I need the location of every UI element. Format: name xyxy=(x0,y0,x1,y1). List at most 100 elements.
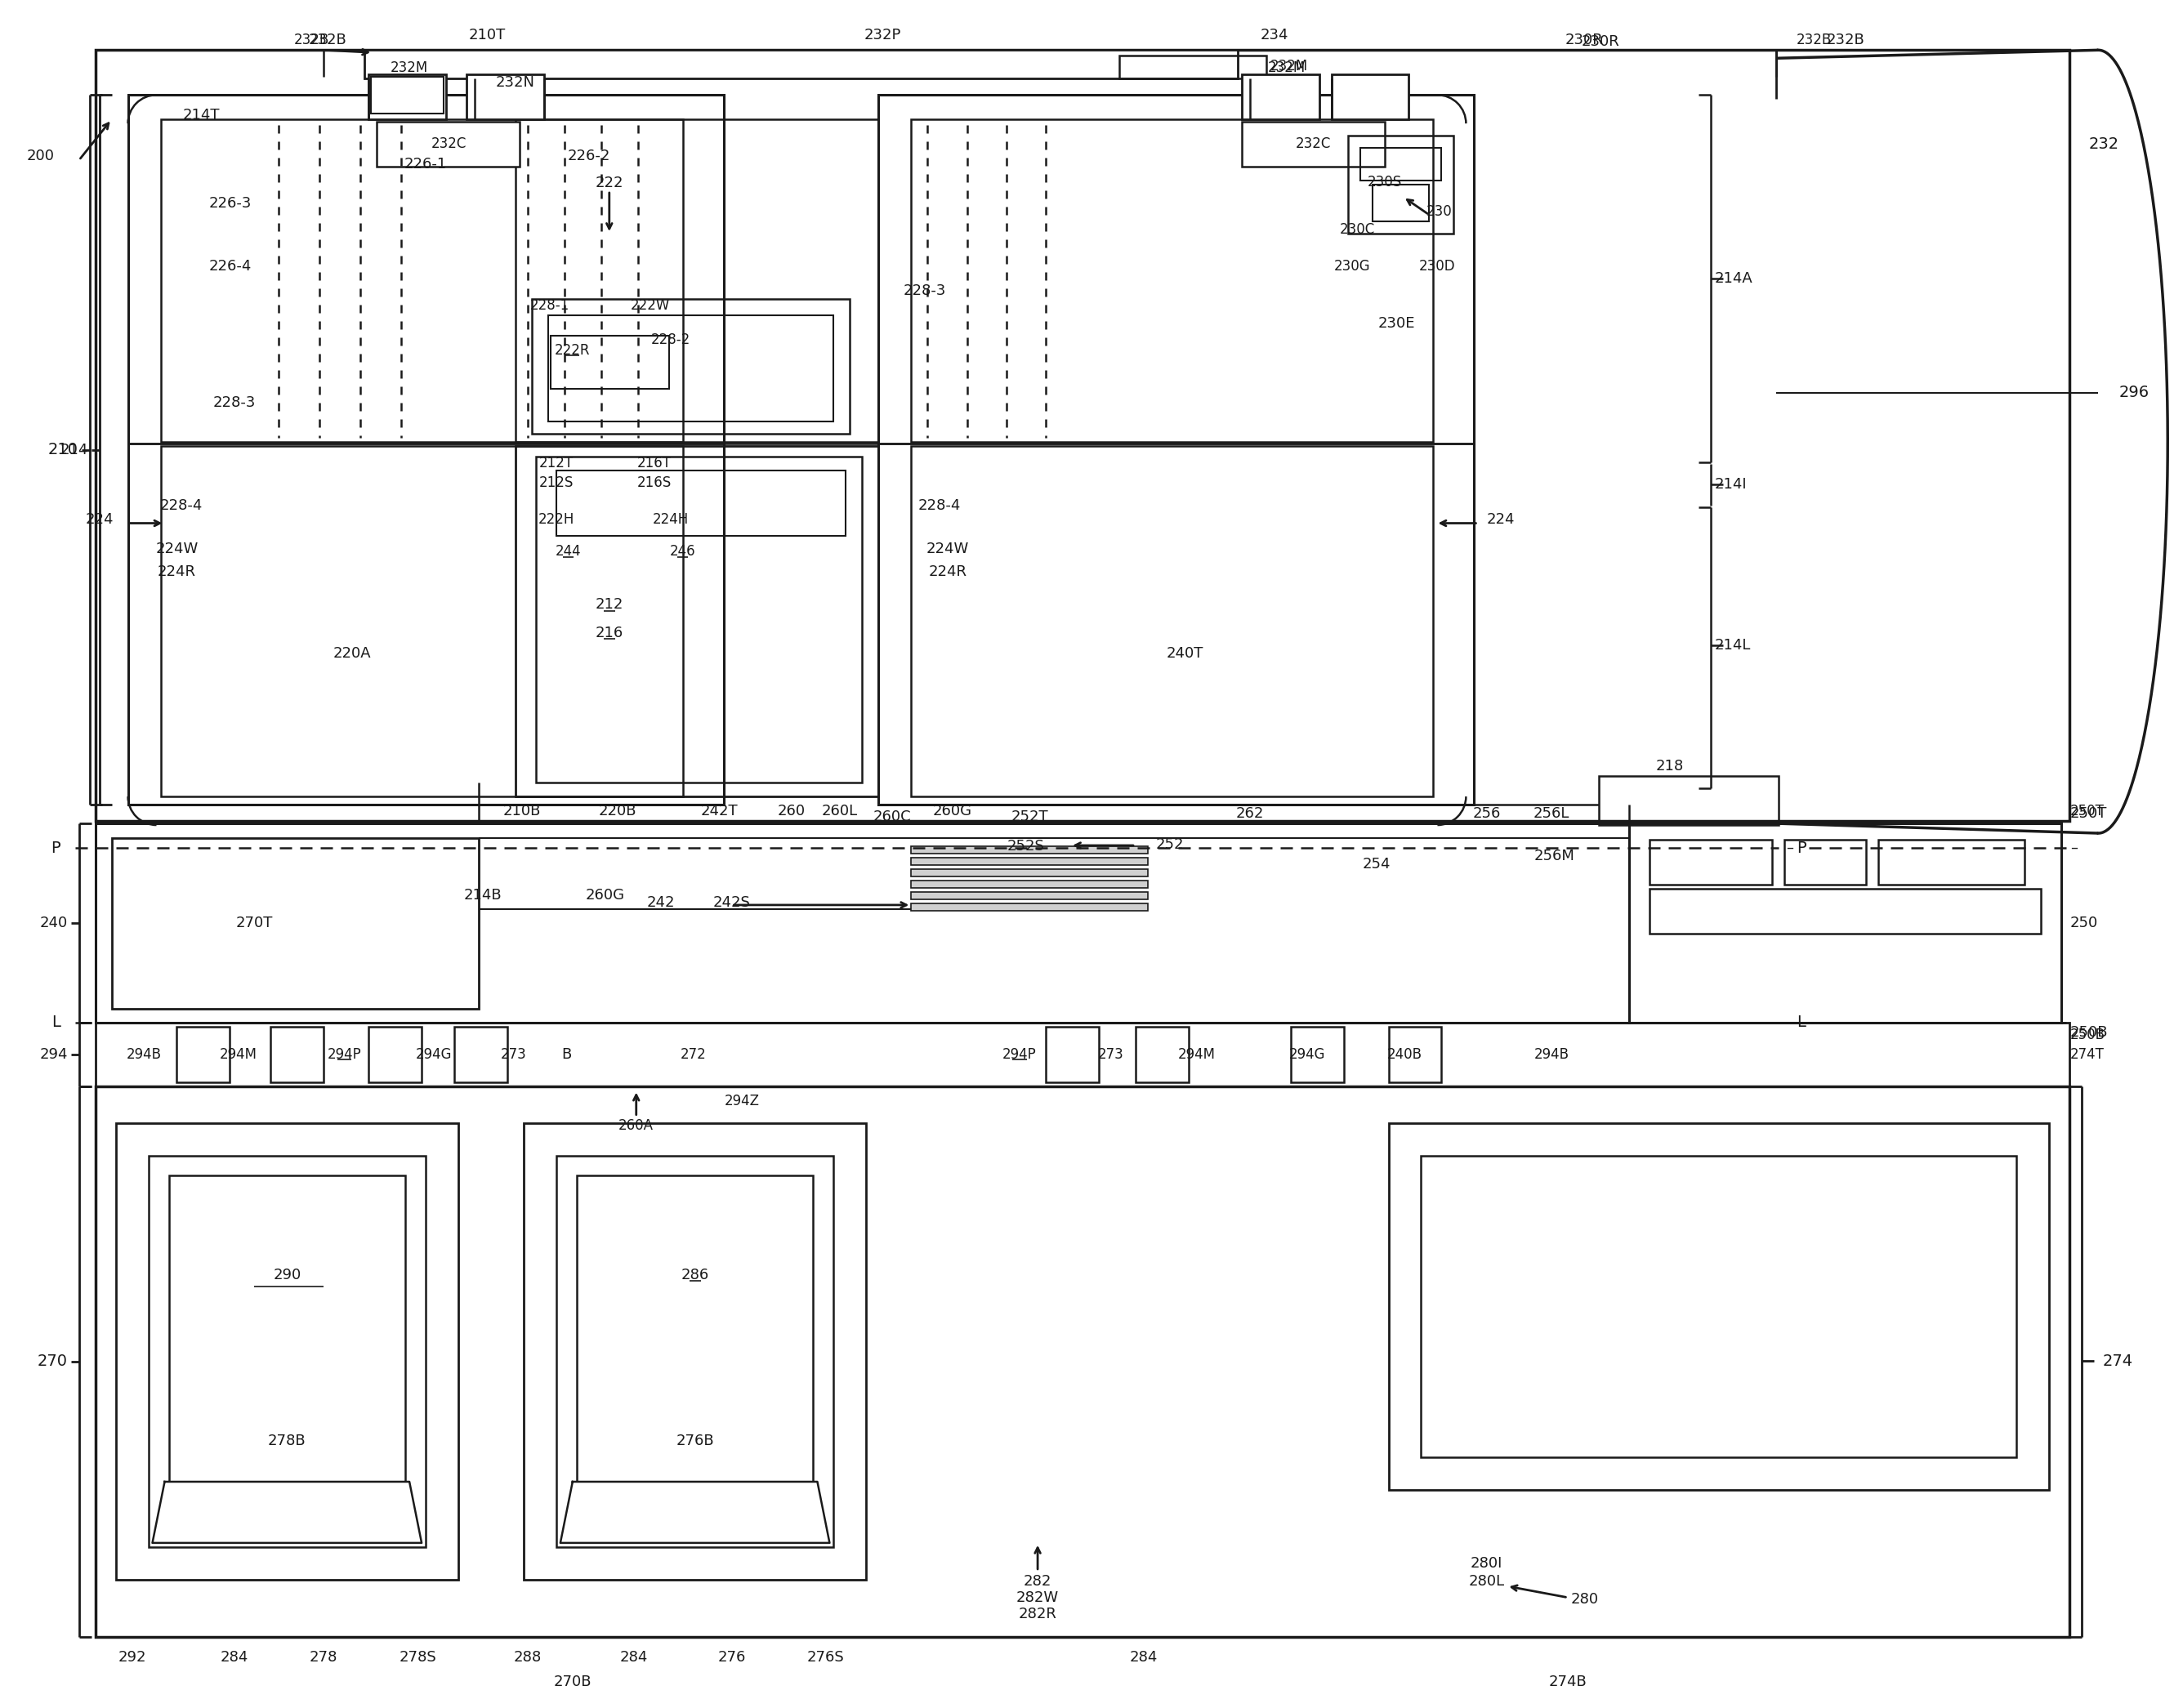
Text: 232B: 232B xyxy=(1827,32,1864,48)
Text: 296: 296 xyxy=(2120,384,2148,400)
Text: 256: 256 xyxy=(1471,806,1500,822)
Text: 294B: 294B xyxy=(1535,1047,1570,1062)
Text: 260G: 260G xyxy=(932,804,971,818)
Text: 270T: 270T xyxy=(236,915,273,931)
Text: 250: 250 xyxy=(2069,915,2098,931)
Text: 286: 286 xyxy=(681,1267,709,1283)
Bar xyxy=(1120,56,1266,79)
Text: 274B: 274B xyxy=(1550,1674,1587,1689)
Text: 256L: 256L xyxy=(1532,806,1570,822)
Text: 214B: 214B xyxy=(463,888,502,902)
Text: 240: 240 xyxy=(39,915,68,931)
Bar xyxy=(533,299,849,434)
Text: 218: 218 xyxy=(1657,758,1683,774)
Text: 262: 262 xyxy=(1236,806,1264,822)
Text: 228-3: 228-3 xyxy=(212,395,255,410)
Text: 232: 232 xyxy=(2089,137,2120,152)
Text: 222R: 222R xyxy=(554,343,589,357)
Text: 222: 222 xyxy=(596,176,624,190)
Text: 232M: 232M xyxy=(1268,61,1305,75)
Text: 210: 210 xyxy=(48,442,79,458)
Text: 214I: 214I xyxy=(1716,477,1746,492)
Bar xyxy=(96,1023,2069,1086)
Text: 290: 290 xyxy=(273,1267,301,1283)
Text: 278: 278 xyxy=(310,1650,338,1665)
Text: 200: 200 xyxy=(26,149,55,164)
Text: 230S: 230S xyxy=(1367,174,1401,190)
Text: 214T: 214T xyxy=(183,108,220,123)
Text: 294G: 294G xyxy=(1288,1047,1325,1062)
Text: 232M: 232M xyxy=(391,61,428,75)
Text: 294P: 294P xyxy=(327,1047,360,1062)
Text: 216S: 216S xyxy=(637,475,672,490)
Bar xyxy=(910,120,1434,442)
Text: 228-2: 228-2 xyxy=(651,333,690,347)
Text: 212T: 212T xyxy=(539,456,574,470)
Text: 294: 294 xyxy=(39,1047,68,1062)
Bar xyxy=(1046,1027,1098,1081)
Text: –: – xyxy=(1786,840,1794,856)
Text: 272: 272 xyxy=(681,1047,707,1062)
Bar xyxy=(1360,149,1441,181)
Text: 294G: 294G xyxy=(415,1047,452,1062)
Text: 224H: 224H xyxy=(653,512,688,526)
Text: 240T: 240T xyxy=(1166,646,1203,661)
Bar xyxy=(1598,775,1779,825)
Bar xyxy=(1332,75,1408,120)
Text: 224R: 224R xyxy=(928,565,967,579)
Text: 294P: 294P xyxy=(1002,1047,1037,1062)
Text: 284: 284 xyxy=(620,1650,648,1665)
Text: 282W: 282W xyxy=(1017,1590,1059,1606)
Text: 250B: 250B xyxy=(2069,1027,2104,1042)
Bar xyxy=(116,1122,458,1580)
Bar xyxy=(515,446,878,796)
Text: 230D: 230D xyxy=(1419,260,1456,273)
Text: 254: 254 xyxy=(1362,857,1391,871)
Text: 228-1: 228-1 xyxy=(530,299,570,313)
Text: 226-1: 226-1 xyxy=(404,157,448,171)
Bar xyxy=(576,1175,814,1483)
Text: 214L: 214L xyxy=(1716,639,1751,652)
Text: 252S: 252S xyxy=(1006,839,1043,854)
Bar xyxy=(1877,840,2026,885)
Text: 284: 284 xyxy=(220,1650,249,1665)
Bar xyxy=(168,1175,406,1483)
Bar xyxy=(369,75,445,120)
Text: 284: 284 xyxy=(1129,1650,1157,1665)
Text: 228-4: 228-4 xyxy=(159,499,203,512)
Bar xyxy=(162,120,683,442)
Text: 240B: 240B xyxy=(1386,1047,1423,1062)
Bar xyxy=(369,1027,421,1081)
Bar xyxy=(910,845,1148,854)
Text: 273: 273 xyxy=(1098,1047,1124,1062)
Bar xyxy=(371,77,443,114)
Text: 252: 252 xyxy=(1157,837,1183,852)
Bar xyxy=(524,1122,867,1580)
Text: 294M: 294M xyxy=(1179,1047,1216,1062)
Text: 242S: 242S xyxy=(714,895,751,910)
Bar xyxy=(96,1086,2069,1636)
Bar xyxy=(1388,1122,2050,1489)
Text: 274: 274 xyxy=(2102,1353,2133,1368)
Text: 250B: 250B xyxy=(2069,1025,2109,1040)
Text: 234: 234 xyxy=(1260,27,1288,43)
Bar xyxy=(365,50,1238,79)
Text: L: L xyxy=(1797,1015,1805,1030)
Text: 273: 273 xyxy=(500,1047,526,1062)
Text: 214A: 214A xyxy=(1716,272,1753,285)
Bar xyxy=(910,446,1434,796)
Text: 212: 212 xyxy=(596,598,624,611)
Text: 292: 292 xyxy=(118,1650,146,1665)
Text: 216: 216 xyxy=(596,627,624,640)
Bar xyxy=(910,904,1148,910)
Text: 230: 230 xyxy=(1425,205,1452,219)
Text: 232B: 232B xyxy=(308,32,347,48)
Text: 232C: 232C xyxy=(1297,137,1332,152)
Bar xyxy=(177,1027,229,1081)
Text: 242: 242 xyxy=(646,895,675,910)
Text: 276S: 276S xyxy=(808,1650,845,1665)
Text: 260C: 260C xyxy=(873,810,912,825)
Text: 260A: 260A xyxy=(618,1117,653,1132)
Bar xyxy=(1629,823,2061,1023)
Bar xyxy=(1421,1155,2017,1457)
